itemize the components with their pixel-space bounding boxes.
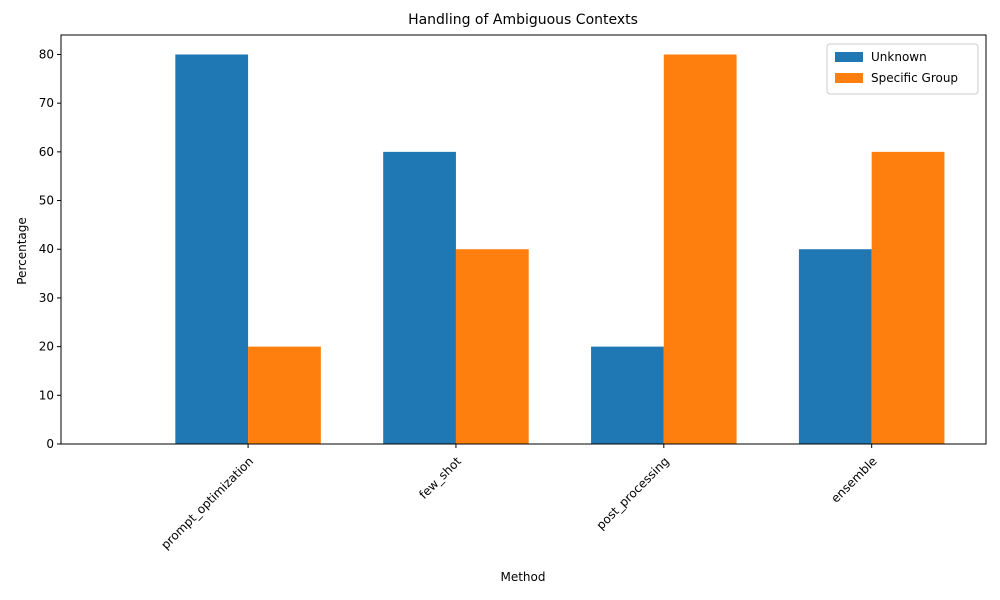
bar-post_processing-unknown: [591, 346, 664, 444]
bar-prompt_optimization-unknown: [175, 54, 249, 444]
legend-swatch: [835, 52, 863, 62]
legend-label: Unknown: [871, 50, 927, 64]
y-tick-label: 0: [46, 437, 54, 451]
y-tick-label: 80: [39, 47, 54, 61]
x-tick-label: few_shot: [416, 454, 464, 502]
bar-prompt_optimization-specific-group: [248, 346, 321, 444]
x-tick-label: post_processing: [594, 454, 672, 532]
bar-post_processing-specific-group: [663, 54, 737, 444]
plot-frame: [60, 34, 987, 445]
legend-box: [826, 43, 979, 95]
x-axis-label: Method: [500, 570, 545, 584]
y-axis: 0 10 20 30 40 50 60 70 80: [39, 47, 61, 451]
bar-few_shot-specific-group: [455, 249, 529, 444]
y-tick-label: 50: [39, 194, 54, 208]
bars-group: [175, 54, 945, 444]
bar-few_shot-unknown: [383, 151, 456, 444]
y-tick-label: 40: [39, 242, 54, 256]
y-tick-label: 10: [39, 388, 54, 402]
chart-title: Handling of Ambiguous Contexts: [408, 12, 638, 28]
legend-swatch: [835, 73, 863, 83]
x-tick-label: ensemble: [828, 454, 879, 505]
bar-ensemble-unknown: [798, 249, 872, 444]
y-tick-label: 20: [39, 340, 54, 354]
legend: Unknown Specific Group: [826, 43, 979, 95]
x-tick-label: prompt_optimization: [158, 454, 256, 552]
y-tick-label: 70: [39, 96, 54, 110]
y-tick-label: 60: [39, 145, 54, 159]
x-axis: prompt_optimization few_shot post_processi…: [158, 444, 880, 552]
y-axis-label: Percentage: [15, 217, 29, 285]
bar-ensemble-specific-group: [871, 151, 945, 444]
legend-label: Specific Group: [871, 71, 958, 85]
y-tick-label: 30: [39, 291, 54, 305]
